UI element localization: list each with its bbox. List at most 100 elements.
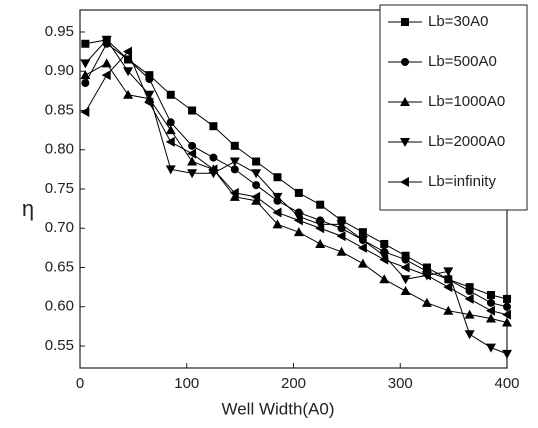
legend-marker — [400, 177, 409, 187]
y-tick-label: 0.95 — [45, 23, 74, 40]
marker — [357, 258, 368, 268]
marker — [209, 153, 218, 162]
marker — [358, 228, 367, 237]
y-tick-label: 0.80 — [45, 141, 74, 158]
marker — [144, 90, 155, 100]
marker — [123, 89, 134, 99]
marker — [166, 90, 175, 99]
marker — [316, 200, 325, 209]
legend-label: Lb=2000A0 — [428, 133, 505, 150]
marker — [81, 79, 90, 88]
legend-marker — [401, 58, 409, 66]
marker — [294, 188, 303, 197]
legend-marker — [400, 138, 410, 147]
marker — [123, 67, 134, 77]
y-tick-label: 0.70 — [45, 219, 74, 236]
marker — [464, 293, 474, 304]
marker — [251, 191, 261, 202]
marker — [379, 251, 390, 261]
marker — [485, 313, 496, 323]
marker — [209, 122, 218, 131]
marker — [187, 156, 198, 166]
y-tick-label: 0.75 — [45, 180, 74, 197]
y-tick-label: 0.85 — [45, 101, 74, 118]
marker — [315, 220, 326, 230]
marker — [208, 164, 218, 175]
y-tick-label: 0.90 — [45, 62, 74, 79]
marker — [465, 287, 474, 296]
marker — [187, 148, 197, 159]
marker — [502, 309, 511, 320]
marker — [252, 157, 261, 166]
y-axis-label: η — [22, 196, 34, 221]
marker — [293, 227, 304, 237]
legend-label: Lb=500A0 — [428, 53, 497, 70]
marker — [336, 220, 347, 230]
marker — [421, 270, 431, 281]
x-tick-label: 100 — [174, 375, 199, 392]
legend-box — [379, 4, 528, 211]
marker — [187, 169, 198, 179]
marker — [101, 58, 112, 68]
x-axis-label: Well Width(A0) — [221, 399, 334, 418]
marker — [165, 125, 176, 135]
marker — [101, 35, 112, 45]
marker — [80, 59, 91, 69]
marker — [188, 141, 197, 150]
marker — [230, 141, 239, 150]
marker — [188, 106, 197, 115]
marker — [252, 181, 261, 190]
marker — [273, 173, 282, 182]
marker — [357, 242, 367, 253]
marker — [485, 305, 495, 316]
marker — [81, 39, 90, 48]
x-tick-label: 0 — [76, 375, 84, 392]
marker — [229, 157, 240, 167]
marker — [272, 192, 283, 202]
marker — [485, 343, 496, 353]
marker — [401, 255, 410, 264]
x-tick-label: 200 — [281, 375, 306, 392]
marker — [502, 317, 512, 327]
marker — [293, 212, 304, 222]
y-tick-label: 0.60 — [45, 298, 74, 315]
marker — [315, 223, 325, 234]
y-tick-label: 0.55 — [45, 337, 74, 354]
marker — [123, 46, 133, 57]
marker — [357, 236, 368, 246]
marker — [443, 267, 454, 277]
marker — [230, 165, 239, 174]
marker — [165, 165, 176, 175]
marker — [336, 246, 347, 256]
marker — [503, 302, 511, 311]
marker — [229, 191, 240, 201]
marker — [165, 136, 175, 147]
legend-marker — [401, 18, 409, 26]
marker — [486, 290, 495, 299]
marker — [486, 298, 495, 307]
legend-label: Lb=1000A0 — [428, 93, 505, 110]
marker — [251, 195, 262, 205]
marker — [503, 294, 511, 303]
marker — [144, 97, 154, 108]
marker — [336, 231, 346, 242]
marker — [400, 275, 411, 285]
marker — [502, 349, 512, 359]
x-tick-label: 300 — [388, 375, 413, 392]
legend-label: Lb=30A0 — [428, 13, 488, 30]
legend-label: Lb=infinity — [428, 173, 496, 190]
marker — [443, 305, 454, 315]
marker — [101, 70, 111, 81]
marker — [272, 207, 282, 218]
marker — [145, 75, 154, 84]
marker — [80, 70, 91, 80]
marker — [251, 169, 262, 179]
legend-marker — [400, 97, 410, 106]
marker — [464, 330, 475, 340]
marker — [379, 274, 390, 284]
marker — [272, 219, 283, 229]
marker — [380, 239, 389, 248]
marker — [464, 309, 475, 319]
marker — [166, 118, 175, 127]
